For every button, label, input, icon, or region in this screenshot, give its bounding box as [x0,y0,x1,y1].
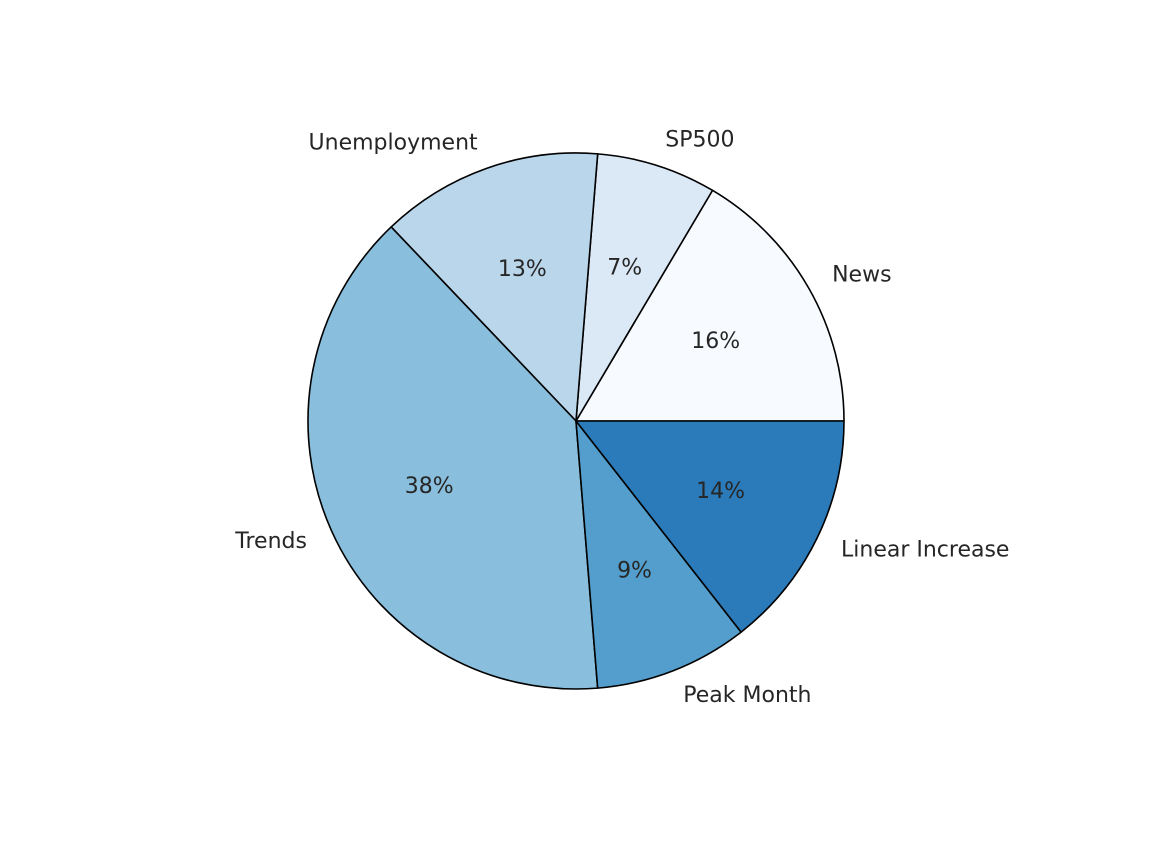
pie-label-peak-month: Peak Month [683,683,811,708]
pie-labels: 16% News 7% SP500 13% Unemployment 38% Trends 9%… [234,128,1009,709]
pie-slice-news [575,189,845,422]
pie-slice-unemployment [390,152,599,422]
pie-pct-label-news: 16% [691,329,740,354]
pie-slices [307,152,845,690]
pie-slice-trends [307,226,599,690]
pie-pct-label-trends: 38% [405,474,454,499]
pie-slice-sp500 [575,153,714,422]
pie-label-linear-increase: Linear Increase [841,538,1009,563]
pie-label-trends: Trends [234,529,307,554]
pie-pct-label-unemployment: 13% [498,257,547,282]
pie-label-sp500: SP500 [665,128,734,153]
pie-slice-peak-month [575,420,742,689]
pie-label-unemployment: Unemployment [309,131,478,156]
pie-pct-label-linear-increase: 14% [696,479,745,504]
pie-slice-linear-increase [575,420,845,633]
pie-label-news: News [832,262,891,287]
pie-pct-label-peak-month: 9% [617,558,652,583]
pie-pct-label-sp500: 7% [607,255,642,280]
